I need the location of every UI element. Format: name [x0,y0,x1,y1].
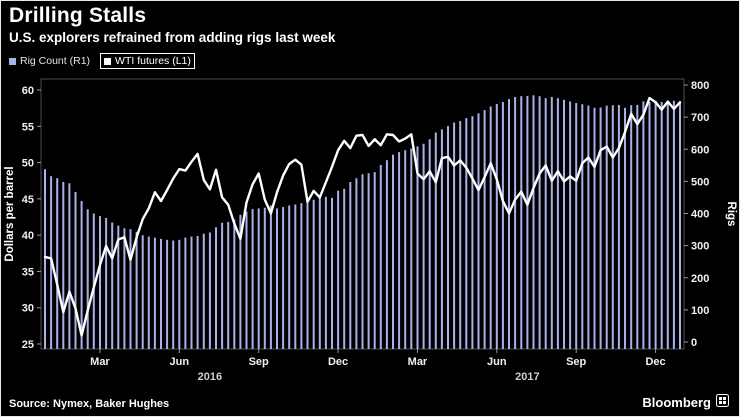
svg-text:200: 200 [691,273,709,285]
legend-item-wti[interactable]: WTI futures (L1) [100,53,195,69]
legend-label-rig-count: Rig Count (R1) [20,55,91,67]
svg-text:500: 500 [691,176,709,188]
svg-text:50: 50 [22,158,34,170]
svg-text:25: 25 [22,339,34,351]
svg-text:Sep: Sep [249,356,269,368]
svg-text:Mar: Mar [408,356,428,368]
wti-swatch-icon [104,57,112,65]
bloomberg-icon [716,394,729,410]
chart-subtitle: U.S. explorers refrained from adding rig… [9,30,336,45]
source-note: Source: Nymex, Baker Hughes [9,398,170,410]
legend-label-wti: WTI futures (L1) [115,55,191,67]
bloomberg-wordmark: Bloomberg [642,394,711,410]
svg-text:Dollars per barrel: Dollars per barrel [4,166,16,261]
svg-text:700: 700 [691,112,709,124]
svg-text:Dec: Dec [328,356,348,368]
svg-text:Jun: Jun [487,356,507,368]
combo-chart-canvas: 2530354045505560010020030040050060070080… [4,78,737,383]
bloomberg-logo: Bloomberg [642,394,729,410]
rig-count-swatch-icon [9,57,16,65]
svg-text:800: 800 [691,80,709,92]
svg-text:Mar: Mar [90,356,110,368]
svg-text:Jun: Jun [170,356,190,368]
svg-text:45: 45 [22,194,34,206]
svg-text:0: 0 [691,337,697,349]
svg-text:Sep: Sep [566,356,586,368]
svg-text:300: 300 [691,241,709,253]
svg-text:2017: 2017 [515,371,539,383]
svg-text:35: 35 [22,266,34,278]
svg-text:40: 40 [22,230,34,242]
svg-text:600: 600 [691,144,709,156]
chart-title: Drilling Stalls [9,4,147,27]
svg-text:2016: 2016 [198,371,222,383]
svg-text:60: 60 [22,85,34,97]
svg-text:30: 30 [22,303,34,315]
svg-text:Rigs: Rigs [725,202,737,227]
svg-text:100: 100 [691,305,709,317]
svg-text:55: 55 [22,121,34,133]
legend-item-rig-count[interactable]: Rig Count (R1) [9,55,90,67]
legend: Rig Count (R1) WTI futures (L1) [9,53,195,69]
svg-text:Dec: Dec [645,356,665,368]
svg-text:400: 400 [691,209,709,221]
